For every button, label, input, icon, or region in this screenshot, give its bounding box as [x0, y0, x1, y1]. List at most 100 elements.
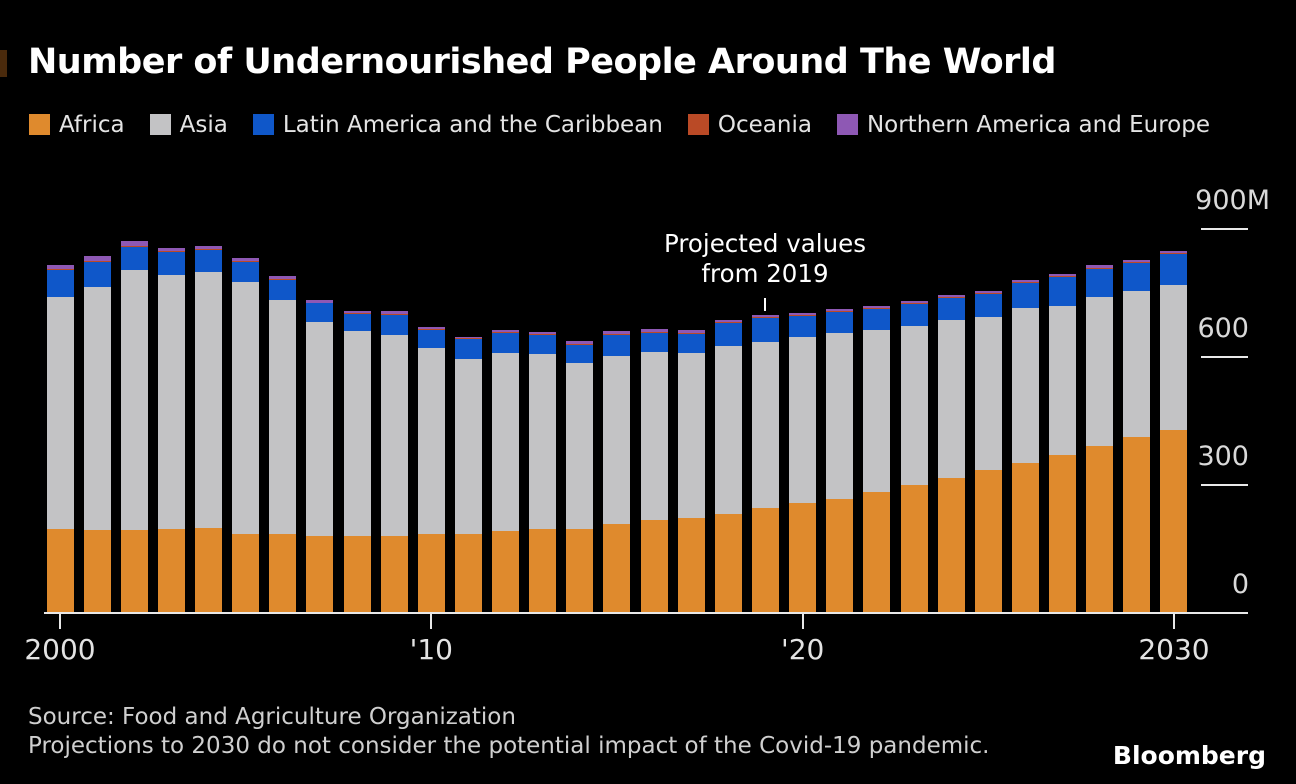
legend-item-africa: Africa	[29, 111, 125, 138]
legend-item-latin-america-and-the-caribbean: Latin America and the Caribbean	[252, 111, 663, 138]
segment-latin-america-and-the-caribbean	[83, 261, 111, 287]
segment-asia	[1011, 308, 1039, 464]
segment-asia	[640, 351, 668, 521]
segment-oceania	[937, 297, 965, 299]
y-tick-label: 600	[1197, 313, 1249, 344]
segment-northern-america-and-europe	[232, 257, 260, 262]
segment-africa	[380, 535, 408, 612]
segment-asia	[380, 335, 408, 536]
projection-annotation-line1: Projected values	[664, 229, 866, 258]
segment-northern-america-and-europe	[492, 330, 520, 333]
bloomberg-logo: Bloomberg	[1112, 741, 1266, 770]
segment-asia	[714, 346, 742, 514]
segment-asia	[454, 358, 482, 535]
segment-northern-america-and-europe	[566, 341, 594, 344]
projection-annotation-pointer	[764, 298, 766, 311]
bar-2004	[195, 246, 223, 612]
segment-oceania	[1086, 268, 1114, 270]
legend-swatch-africa	[29, 114, 50, 135]
segment-africa	[1049, 454, 1077, 612]
segment-latin-america-and-the-caribbean	[157, 252, 185, 275]
bar-2021	[826, 309, 854, 612]
segment-asia	[120, 270, 148, 531]
segment-asia	[789, 337, 817, 504]
y-tick-label: 300	[1197, 441, 1249, 472]
segment-northern-america-and-europe	[454, 336, 482, 339]
legend-swatch-oceania	[687, 114, 709, 135]
segment-oceania	[640, 331, 668, 333]
segment-oceania	[566, 343, 594, 345]
x-tick-label: '20	[780, 633, 825, 666]
bar-2025	[974, 290, 1002, 612]
segment-latin-america-and-the-caribbean	[789, 315, 817, 338]
y-tick-label: 0	[1231, 569, 1249, 600]
segment-latin-america-and-the-caribbean	[232, 262, 260, 282]
segment-africa	[714, 513, 742, 612]
segment-africa	[343, 536, 371, 612]
segment-asia	[1123, 290, 1151, 438]
bar-2023	[900, 300, 928, 612]
segment-asia	[863, 329, 891, 493]
segment-oceania	[752, 317, 780, 319]
source-text: Source: Food and Agriculture Organizatio…	[28, 704, 516, 730]
segment-latin-america-and-the-caribbean	[529, 335, 557, 354]
segment-northern-america-and-europe	[195, 246, 223, 250]
segment-latin-america-and-the-caribbean	[269, 280, 297, 301]
segment-asia	[1160, 285, 1188, 430]
segment-asia	[269, 300, 297, 535]
segment-northern-america-and-europe	[752, 315, 780, 318]
segment-oceania	[195, 249, 223, 251]
segment-asia	[157, 274, 185, 529]
bar-2022	[863, 305, 891, 612]
legend-label: Oceania	[717, 111, 812, 138]
segment-latin-america-and-the-caribbean	[1160, 254, 1188, 286]
segment-northern-america-and-europe	[677, 330, 705, 333]
segment-asia	[417, 347, 445, 535]
segment-latin-america-and-the-caribbean	[343, 314, 371, 332]
segment-northern-america-and-europe	[529, 332, 557, 335]
segment-latin-america-and-the-caribbean	[863, 308, 891, 330]
segment-asia	[603, 355, 631, 525]
segment-africa	[900, 485, 928, 612]
segment-africa	[566, 529, 594, 612]
legend-item-asia: Asia	[149, 111, 228, 138]
bar-2001	[83, 256, 111, 612]
segment-asia	[937, 320, 965, 478]
segment-latin-america-and-the-caribbean	[454, 339, 482, 359]
bar-2006	[269, 276, 297, 612]
segment-northern-america-and-europe	[1086, 264, 1114, 269]
segment-latin-america-and-the-caribbean	[900, 303, 928, 327]
segment-northern-america-and-europe	[603, 331, 631, 335]
x-tick-mark	[59, 614, 61, 629]
bar-2020	[789, 312, 817, 612]
legend-label: Africa	[59, 111, 125, 138]
segment-asia	[306, 321, 334, 536]
bar-2027	[1049, 274, 1077, 612]
segment-northern-america-and-europe	[120, 240, 148, 246]
x-tick-mark	[801, 614, 804, 629]
segment-africa	[1086, 446, 1114, 612]
segment-africa	[677, 517, 705, 612]
legend-label: Northern America and Europe	[866, 111, 1211, 138]
segment-africa	[974, 469, 1002, 612]
legend-swatch-asia	[149, 114, 171, 135]
segment-northern-america-and-europe	[1160, 250, 1188, 253]
segment-northern-america-and-europe	[1049, 274, 1077, 277]
bar-2016	[640, 329, 668, 612]
segment-latin-america-and-the-caribbean	[1086, 269, 1114, 297]
legend-label: Latin America and the Caribbean	[282, 111, 663, 138]
segment-asia	[492, 352, 520, 531]
segment-africa	[83, 530, 111, 612]
footnote-text: Projections to 2030 do not consider the …	[28, 733, 990, 759]
segment-asia	[83, 286, 111, 531]
segment-northern-america-and-europe	[380, 311, 408, 315]
segment-asia	[752, 341, 780, 508]
y-tick-line	[1201, 228, 1248, 230]
segment-oceania	[232, 261, 260, 263]
segment-oceania	[1160, 252, 1188, 254]
segment-asia	[1049, 306, 1077, 455]
segment-asia	[232, 281, 260, 534]
segment-oceania	[1123, 262, 1151, 264]
segment-northern-america-and-europe	[640, 329, 668, 332]
